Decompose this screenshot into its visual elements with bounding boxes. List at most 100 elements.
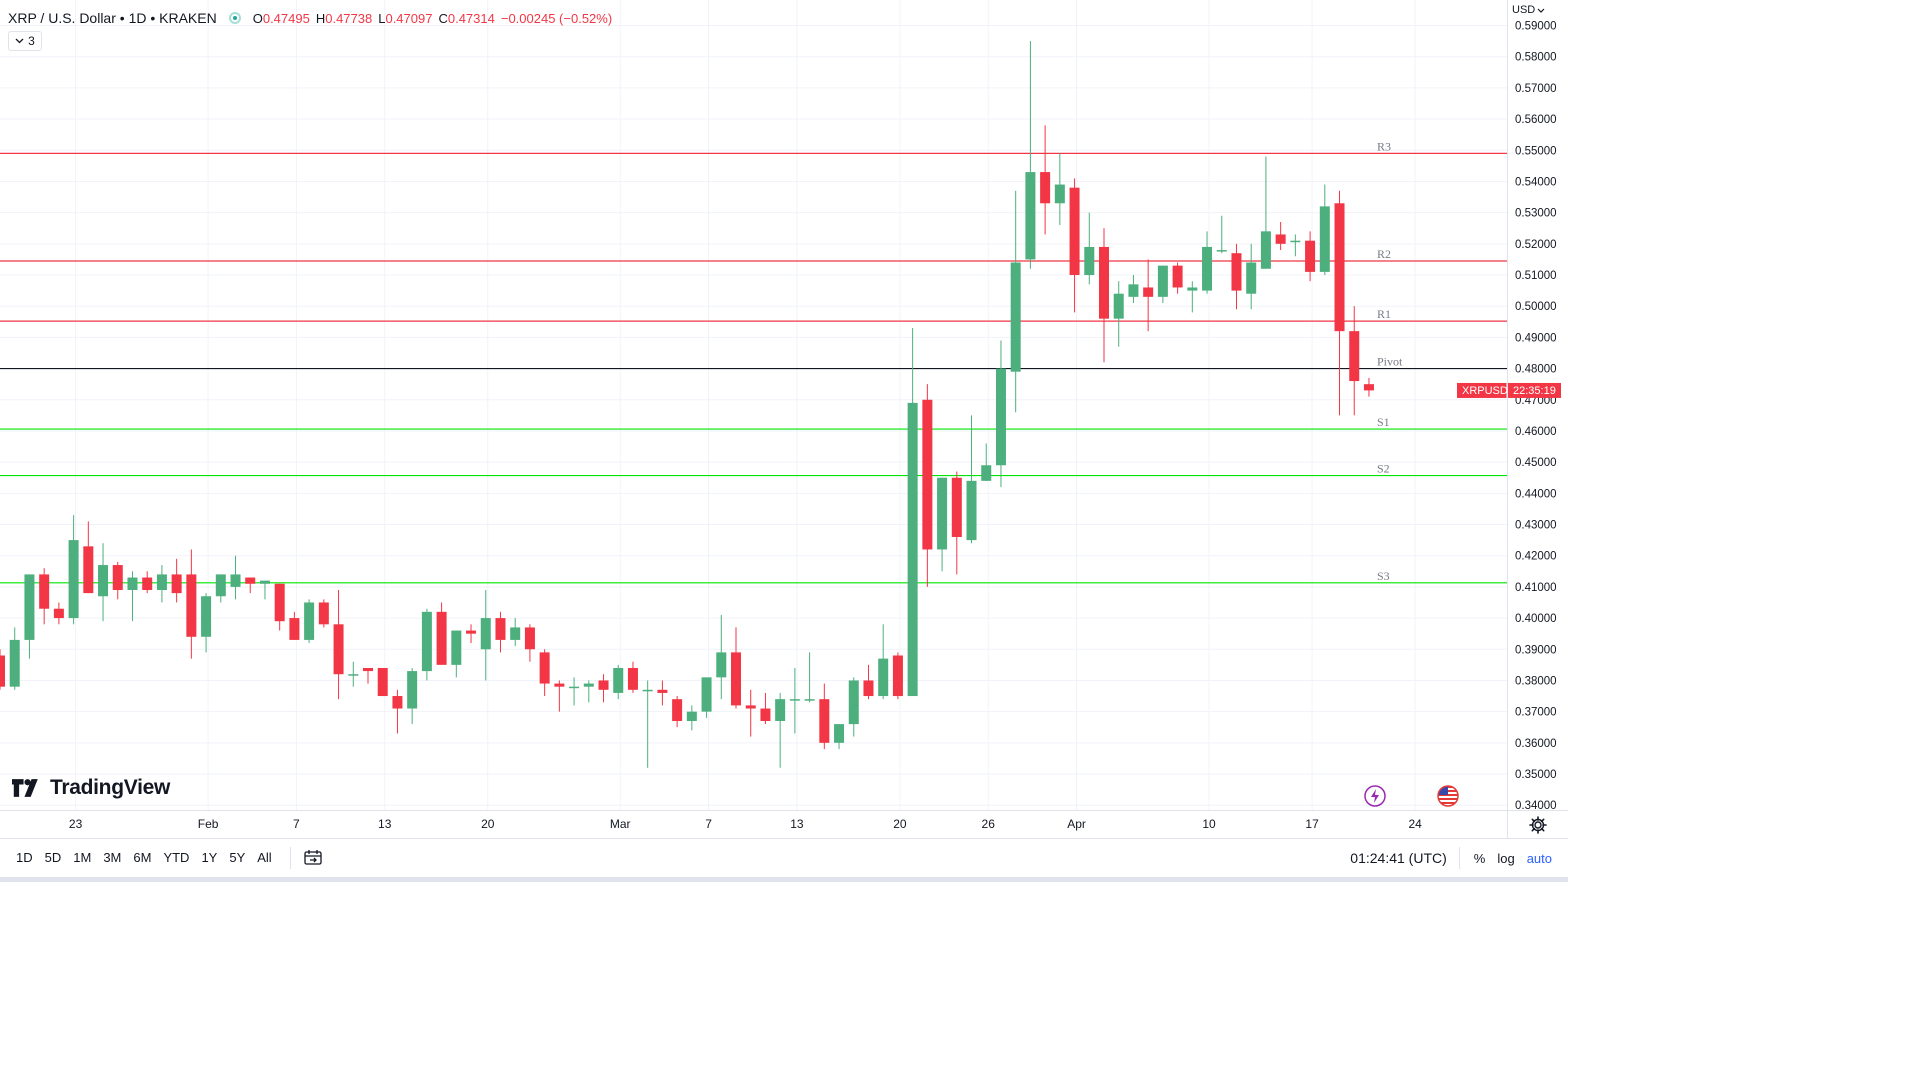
candle-down	[186, 574, 197, 637]
bottom-bar-border	[0, 838, 1568, 839]
lightning-icon[interactable]	[1364, 785, 1386, 807]
candle-up	[1290, 240, 1301, 243]
candle-down	[1040, 172, 1051, 204]
tradingview-logo[interactable]: TradingView	[12, 776, 170, 800]
range-1y-button[interactable]: 1Y	[201, 850, 218, 865]
utc-clock[interactable]: 01:24:41 (UTC)	[1350, 850, 1447, 866]
candle-down	[1069, 187, 1080, 276]
candle-up	[1025, 172, 1036, 260]
candle-up	[1260, 231, 1271, 269]
candle-down	[392, 696, 403, 709]
symbol-title[interactable]: XRP / U.S. Dollar • 1D • KRAKEN	[8, 10, 217, 26]
price-badge-countdown: 22:35:19	[1513, 385, 1556, 397]
range-3m-button[interactable]: 3M	[103, 850, 122, 865]
price-tick-label: 0.57000	[1515, 83, 1557, 95]
candle-up	[583, 683, 594, 687]
live-status-icon	[228, 12, 241, 24]
candle-up	[878, 658, 889, 697]
candle-down	[171, 574, 182, 594]
log-scale-toggle[interactable]: log	[1497, 850, 1515, 866]
candle-up	[1113, 293, 1124, 319]
us-flag-icon[interactable]	[1437, 785, 1459, 807]
candle-up	[24, 574, 35, 640]
price-tick-label: 0.37000	[1515, 707, 1557, 719]
candle-down	[1172, 265, 1183, 288]
candle-down	[951, 477, 962, 537]
candle-down	[627, 667, 638, 690]
candle-up	[9, 639, 20, 687]
candle-up	[775, 699, 786, 721]
candle-up	[1084, 246, 1095, 276]
goto-date-button[interactable]	[301, 846, 325, 870]
candle-down	[289, 618, 300, 640]
time-axis[interactable]: 23 Feb 7 13 20 Mar 7 13 20 26 Apr 10 17 24	[69, 817, 1422, 831]
candle-up	[215, 574, 226, 597]
time-tick-label: 13	[790, 817, 804, 831]
settings-gear-icon[interactable]	[1528, 815, 1548, 835]
price-tick-label: 0.52000	[1515, 239, 1557, 251]
percent-scale-toggle[interactable]: %	[1473, 850, 1486, 866]
range-all-button[interactable]: All	[257, 850, 272, 865]
currency-selector[interactable]: USD	[1512, 4, 1545, 16]
price-tick-label: 0.34000	[1515, 800, 1557, 812]
candle-down	[466, 630, 477, 634]
time-tick-label: Apr	[1067, 817, 1086, 831]
candle-down	[524, 627, 535, 650]
auto-scale-toggle[interactable]: auto	[1526, 850, 1552, 866]
close-label: C	[438, 10, 448, 26]
candle-up	[304, 602, 315, 640]
candle-down	[1334, 203, 1345, 332]
goto-date-icon	[304, 850, 322, 865]
change-value: −0.00245 (−0.52%)	[500, 10, 613, 26]
candle-up	[1157, 265, 1168, 297]
candle-down	[436, 611, 447, 665]
symbol-legend[interactable]: XRP / U.S. Dollar • 1D • KRAKEN O 0.4749…	[8, 8, 618, 28]
time-tick-label: Feb	[198, 817, 219, 831]
candle-up	[1010, 262, 1021, 372]
candle-up	[480, 618, 491, 650]
open-value: 0.47495	[262, 10, 310, 26]
chevron-down-icon	[1537, 8, 1545, 13]
candles	[0, 41, 1374, 768]
range-6m-button[interactable]: 6M	[133, 850, 152, 865]
price-tick-label: 0.49000	[1515, 332, 1557, 344]
candle-down	[892, 655, 903, 697]
candle-up	[716, 652, 727, 678]
candle-up	[995, 368, 1006, 466]
candle-down	[554, 683, 565, 687]
candle-up	[804, 699, 815, 701]
pivot-levels: R3 R2 R1 Pivot S1 S2 S3	[0, 139, 1507, 584]
range-5y-button[interactable]: 5Y	[229, 850, 246, 865]
candle-up	[848, 680, 859, 725]
candle-up	[451, 630, 462, 665]
candle-down	[39, 574, 50, 609]
high-value: 0.47738	[325, 10, 373, 26]
time-tick-label: 24	[1408, 817, 1422, 831]
indicators-count: 3	[28, 34, 35, 48]
candle-down	[274, 583, 285, 622]
candle-up	[259, 580, 270, 584]
price-badge-background	[1457, 382, 1561, 398]
price-tick-label: 0.44000	[1515, 488, 1557, 500]
price-tick-label: 0.42000	[1515, 551, 1557, 563]
range-1d-button[interactable]: 1D	[16, 850, 33, 865]
toolbar-divider	[1458, 847, 1460, 869]
candle-up	[98, 565, 109, 597]
range-5d-button[interactable]: 5D	[44, 850, 62, 865]
open-label: O	[252, 10, 263, 26]
candle-up	[981, 465, 992, 481]
price-axis[interactable]: 0.59000 0.58000 0.57000 0.56000 0.55000 0.540…	[1515, 21, 1557, 813]
level-label-r3: R3	[1377, 139, 1391, 153]
candle-up	[510, 627, 521, 640]
candle-down	[112, 565, 123, 591]
time-tick-label: 26	[982, 817, 996, 831]
price-tick-label: 0.48000	[1515, 364, 1557, 376]
indicators-toggle-button[interactable]: 3	[8, 31, 42, 51]
candle-down	[1143, 287, 1154, 297]
range-1m-button[interactable]: 1M	[73, 850, 92, 865]
candle-up	[201, 596, 212, 637]
range-ytd-button[interactable]: YTD	[163, 850, 190, 865]
candle-down	[377, 667, 388, 697]
candle-up	[966, 480, 977, 541]
